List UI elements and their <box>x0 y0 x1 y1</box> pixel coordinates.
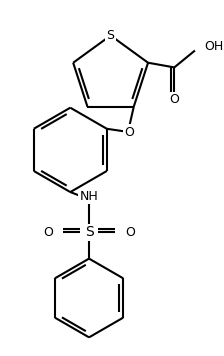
Text: NH: NH <box>80 190 98 203</box>
Text: O: O <box>43 226 53 239</box>
Text: S: S <box>85 225 93 239</box>
Text: O: O <box>125 226 135 239</box>
Text: S: S <box>107 29 115 42</box>
Text: OH: OH <box>204 40 224 53</box>
Text: O: O <box>124 126 134 138</box>
Text: O: O <box>169 93 179 106</box>
